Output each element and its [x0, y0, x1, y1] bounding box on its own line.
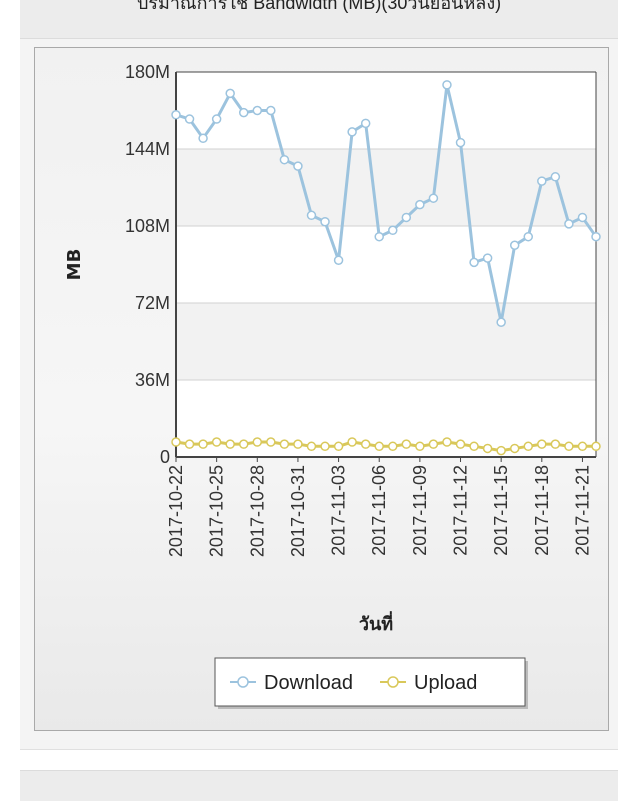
data-point-download	[388, 225, 398, 236]
x-tick-label: 2017-11-18	[532, 465, 552, 556]
data-point-download	[238, 107, 249, 118]
data-point-upload	[225, 439, 235, 449]
data-point-download	[333, 255, 344, 265]
data-point-download	[198, 133, 208, 144]
legend-label-upload: Upload	[414, 672, 477, 694]
x-tick-label: 2017-11-06	[369, 465, 389, 556]
y-tick-label: 144M	[125, 139, 170, 159]
data-point-download	[455, 137, 466, 148]
data-point-download	[293, 161, 303, 171]
data-point-upload	[415, 441, 425, 452]
data-point-upload	[211, 437, 222, 447]
data-point-download	[401, 212, 412, 223]
x-tick-label: 2017-11-09	[410, 465, 430, 556]
x-tick-label: 2017-10-22	[166, 465, 186, 557]
data-point-upload	[171, 437, 181, 447]
x-tick-label: 2017-10-28	[247, 465, 267, 557]
data-point-download	[537, 176, 547, 186]
data-point-upload	[238, 439, 249, 449]
data-point-download	[184, 114, 195, 124]
plot-band	[176, 303, 596, 380]
x-tick-label: 2017-11-03	[329, 465, 349, 556]
x-tick-label: 2017-10-25	[207, 465, 227, 557]
data-point-download	[482, 253, 493, 263]
data-point-download	[496, 317, 506, 327]
data-point-upload	[333, 441, 344, 452]
data-point-download	[509, 240, 520, 250]
chart-title: ปริมาณการใช้ Bandwidth (MB)(30วันย้อนหลั…	[136, 0, 502, 13]
data-point-download	[564, 219, 574, 229]
data-point-upload	[401, 439, 412, 449]
x-tick-label: 2017-10-31	[288, 465, 308, 557]
data-point-upload	[252, 437, 263, 447]
x-tick-label: 2017-11-15	[491, 465, 511, 556]
data-point-download	[428, 193, 439, 203]
data-point-upload	[306, 441, 317, 452]
plot-area	[176, 72, 596, 457]
data-point-download	[171, 110, 181, 120]
y-tick-label: 108M	[125, 216, 170, 236]
data-point-upload	[496, 445, 506, 456]
data-point-upload	[523, 441, 534, 452]
data-point-download	[415, 199, 425, 210]
data-point-download	[577, 212, 588, 223]
data-point-upload	[442, 437, 452, 447]
data-point-upload	[388, 441, 398, 452]
data-point-upload	[509, 443, 520, 454]
legend-swatch-marker	[237, 676, 249, 688]
legend-label-download: Download	[264, 672, 353, 694]
data-point-upload	[550, 439, 561, 449]
data-point-download	[266, 105, 276, 116]
data-point-upload	[347, 437, 357, 447]
data-point-upload	[293, 439, 303, 449]
data-point-upload	[198, 439, 208, 449]
y-tick-label: 72M	[135, 293, 170, 313]
data-point-download	[442, 80, 452, 90]
data-point-download	[523, 231, 534, 242]
data-point-upload	[469, 441, 479, 452]
data-point-upload	[374, 441, 384, 452]
data-point-upload	[537, 439, 547, 449]
data-point-upload	[482, 443, 493, 454]
data-point-download	[211, 114, 222, 124]
legend-box	[214, 657, 526, 707]
data-point-upload	[266, 437, 276, 447]
y-tick-label: 36M	[135, 370, 170, 390]
data-point-upload	[428, 439, 439, 449]
data-point-download	[469, 257, 479, 268]
next-panel-header	[20, 770, 618, 801]
data-point-upload	[564, 441, 574, 452]
data-point-upload	[320, 441, 330, 452]
x-axis-title: วันที่	[359, 611, 393, 635]
data-point-upload	[184, 439, 195, 449]
data-point-download	[347, 127, 357, 137]
data-point-upload	[591, 441, 601, 452]
data-point-download	[306, 210, 317, 221]
data-point-download	[225, 88, 235, 99]
data-point-download	[550, 172, 561, 182]
data-point-upload	[360, 439, 371, 449]
data-point-download	[374, 231, 384, 242]
plot-band	[176, 149, 596, 226]
data-point-download	[591, 231, 601, 242]
legend-swatch-marker	[387, 676, 399, 688]
data-point-upload	[455, 439, 466, 449]
data-point-download	[320, 216, 330, 227]
chart-panel-header: ปริมาณการใช้ Bandwidth (MB)(30วันย้อนหลั…	[20, 0, 618, 39]
data-point-upload	[577, 441, 588, 452]
y-axis-title: MB	[64, 249, 85, 281]
data-point-upload	[279, 439, 290, 449]
data-point-download	[252, 105, 263, 116]
x-tick-label: 2017-11-12	[451, 465, 471, 556]
y-tick-label: 180M	[125, 62, 170, 82]
data-point-download	[279, 154, 290, 165]
data-point-download	[360, 118, 371, 129]
y-tick-label: 0	[160, 447, 170, 467]
x-tick-label: 2017-11-21	[572, 465, 592, 556]
